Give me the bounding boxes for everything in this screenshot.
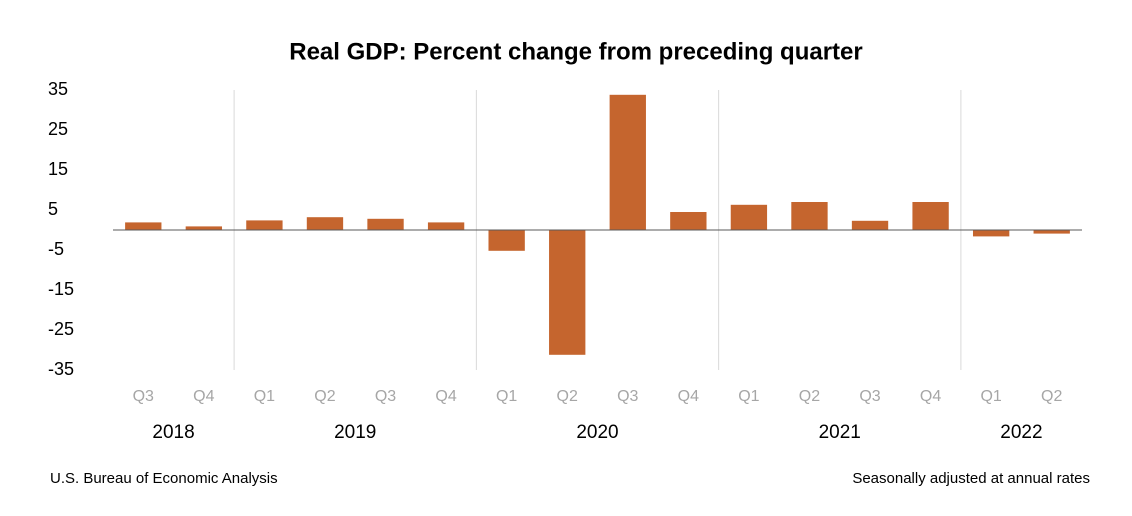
y-tick-label: -5 [48, 239, 64, 259]
x-tick-label: Q1 [254, 388, 275, 405]
chart-title: Real GDP: Percent change from preceding … [289, 38, 862, 65]
group-label: 2021 [819, 422, 861, 443]
group-label: 2018 [152, 422, 194, 443]
bar [427, 222, 465, 230]
x-tick-label: Q3 [617, 388, 638, 405]
x-tick-label: Q4 [193, 388, 214, 405]
bar [367, 218, 404, 230]
bar [851, 220, 889, 230]
bar [1033, 230, 1070, 234]
x-tick-label: Q3 [133, 388, 154, 405]
group-label: 2020 [576, 422, 618, 443]
y-tick-label: 5 [48, 199, 58, 219]
y-tick-label: 15 [48, 159, 68, 179]
bar [912, 202, 949, 230]
x-tick-label: Q4 [435, 388, 456, 405]
x-tick-label: Q3 [375, 388, 396, 405]
y-tick-label: 35 [48, 79, 68, 99]
bar [306, 217, 344, 230]
bar [488, 230, 525, 251]
group-label: 2022 [1000, 422, 1042, 443]
bar [791, 202, 828, 230]
y-tick-label: -35 [48, 359, 74, 379]
y-tick-label: -15 [48, 279, 74, 299]
x-tick-label: Q4 [920, 388, 941, 405]
bar [609, 94, 646, 230]
bar [730, 204, 768, 230]
x-tick-label: Q2 [799, 388, 820, 405]
x-tick-label: Q2 [557, 388, 578, 405]
x-tick-label: Q1 [980, 388, 1001, 405]
group-label: 2019 [334, 422, 376, 443]
y-tick-label: 25 [48, 119, 68, 139]
note: Seasonally adjusted at annual rates [852, 470, 1090, 487]
x-tick-label: Q2 [314, 388, 335, 405]
bar [549, 230, 586, 355]
source: U.S. Bureau of Economic Analysis [50, 470, 278, 487]
bar [670, 212, 707, 230]
bar [972, 230, 1010, 237]
x-tick-label: Q1 [496, 388, 517, 405]
x-tick-label: Q3 [859, 388, 880, 405]
x-tick-label: Q4 [678, 388, 699, 405]
bar [185, 226, 223, 230]
y-tick-label: -25 [48, 319, 74, 339]
bar [125, 222, 162, 230]
x-tick-label: Q2 [1041, 388, 1062, 405]
bar [246, 220, 283, 230]
x-tick-label: Q1 [738, 388, 759, 405]
